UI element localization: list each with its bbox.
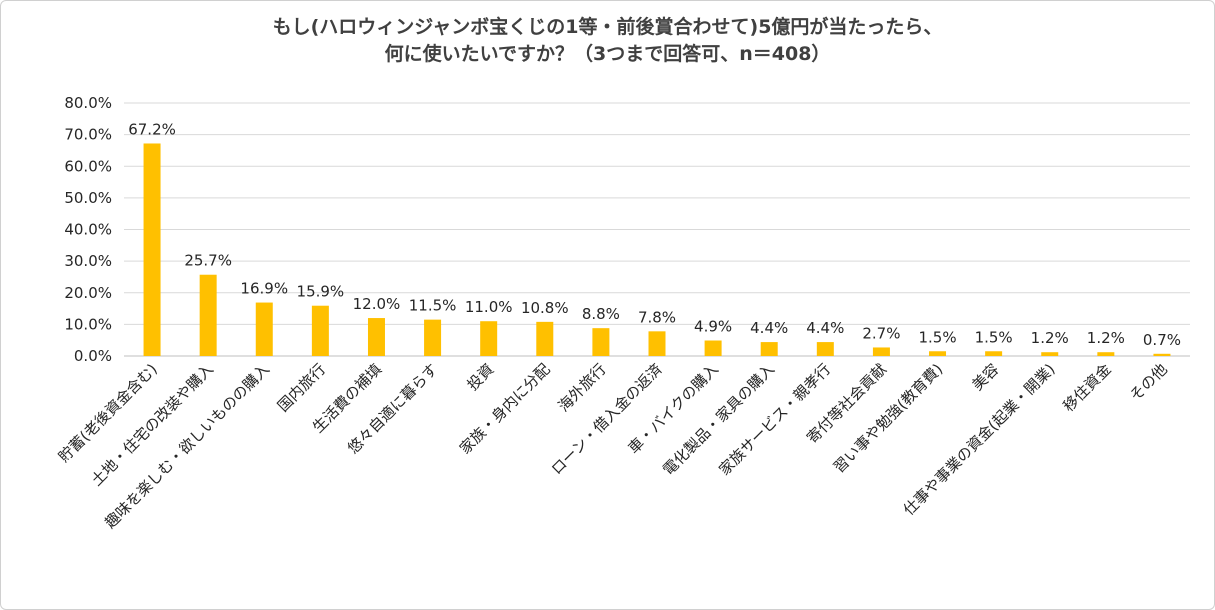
data-label: 11.0% (465, 298, 513, 316)
data-label: 16.9% (240, 280, 288, 298)
bar (424, 319, 442, 356)
category-label: 国内旅行 (274, 360, 329, 415)
bar (143, 143, 161, 356)
data-label: 4.4% (750, 319, 788, 337)
bar (592, 328, 610, 356)
chart-title-line-2: 何に使いたいですか？（3つまで回答可、n＝408） (384, 43, 831, 65)
data-label: 1.5% (975, 328, 1013, 346)
bar (704, 340, 722, 356)
data-label: 11.5% (409, 297, 457, 315)
y-tick-label: 40.0% (64, 221, 112, 239)
category-label: ローン・借入金の返済 (548, 360, 666, 478)
data-label: 4.4% (806, 319, 844, 337)
bar (872, 347, 890, 356)
bar (536, 321, 554, 356)
category-label: 海外旅行 (555, 360, 610, 415)
bars (143, 143, 1171, 356)
data-label: 1.2% (1087, 329, 1125, 347)
y-tick-label: 20.0% (64, 284, 112, 302)
data-label: 1.5% (918, 328, 956, 346)
data-label: 67.2% (128, 120, 176, 138)
gridlines (124, 102, 1190, 357)
bar (1041, 352, 1059, 356)
y-tick-label: 80.0% (64, 94, 112, 112)
y-tick-label: 60.0% (64, 157, 112, 175)
bar (1097, 352, 1115, 356)
data-label: 0.7% (1143, 331, 1181, 349)
bar (816, 342, 834, 356)
chart-title-line-1: もし(ハロウィンジャンボ宝くじの1等・前後賞合わせて)5億円が当たったら、 (272, 16, 943, 38)
data-label: 1.2% (1031, 329, 1069, 347)
bar (480, 321, 498, 356)
data-label: 8.8% (582, 305, 620, 323)
bar (1153, 353, 1171, 356)
category-label: 投資 (464, 360, 498, 394)
chart-title: もし(ハロウィンジャンボ宝くじの1等・前後賞合わせて)5億円が当たったら、 何に… (0, 14, 1215, 68)
data-label: 4.9% (694, 318, 732, 336)
bar (648, 331, 666, 356)
data-label: 25.7% (184, 252, 232, 270)
category-label: 移住資金 (1060, 360, 1115, 415)
data-labels: 67.2% 25.7% 16.9% 15.9% 12.0% 11.5% 11.0% 10.8%… (128, 120, 1181, 348)
y-tick-label: 10.0% (64, 315, 112, 333)
category-label: 貯蓄(老後資金含む) (55, 360, 161, 466)
bar (760, 342, 778, 356)
data-label: 15.9% (297, 283, 345, 301)
bar (255, 302, 273, 356)
category-label: 家族サービス・親孝行 (715, 360, 834, 479)
data-label: 2.7% (862, 324, 900, 342)
bar (199, 274, 217, 356)
category-label: 電化製品・家具の購入 (659, 360, 778, 479)
bar (985, 351, 1003, 356)
data-label: 10.8% (521, 299, 569, 317)
category-label: 美容 (969, 360, 1003, 394)
y-axis: 0.0% 10.0% 20.0% 30.0% 40.0% 50.0% 60.0% 70.0% 8… (64, 94, 112, 365)
bar (367, 318, 385, 356)
y-tick-label: 70.0% (64, 126, 112, 144)
bar (311, 305, 329, 356)
bar (929, 351, 947, 356)
category-label: その他 (1126, 360, 1171, 405)
category-label: 習い事や勉強(教育費) (830, 360, 946, 476)
y-tick-label: 50.0% (64, 189, 112, 207)
data-label: 12.0% (353, 295, 401, 313)
y-tick-label: 0.0% (74, 347, 112, 365)
y-tick-label: 30.0% (64, 252, 112, 270)
data-label: 7.8% (638, 308, 676, 326)
